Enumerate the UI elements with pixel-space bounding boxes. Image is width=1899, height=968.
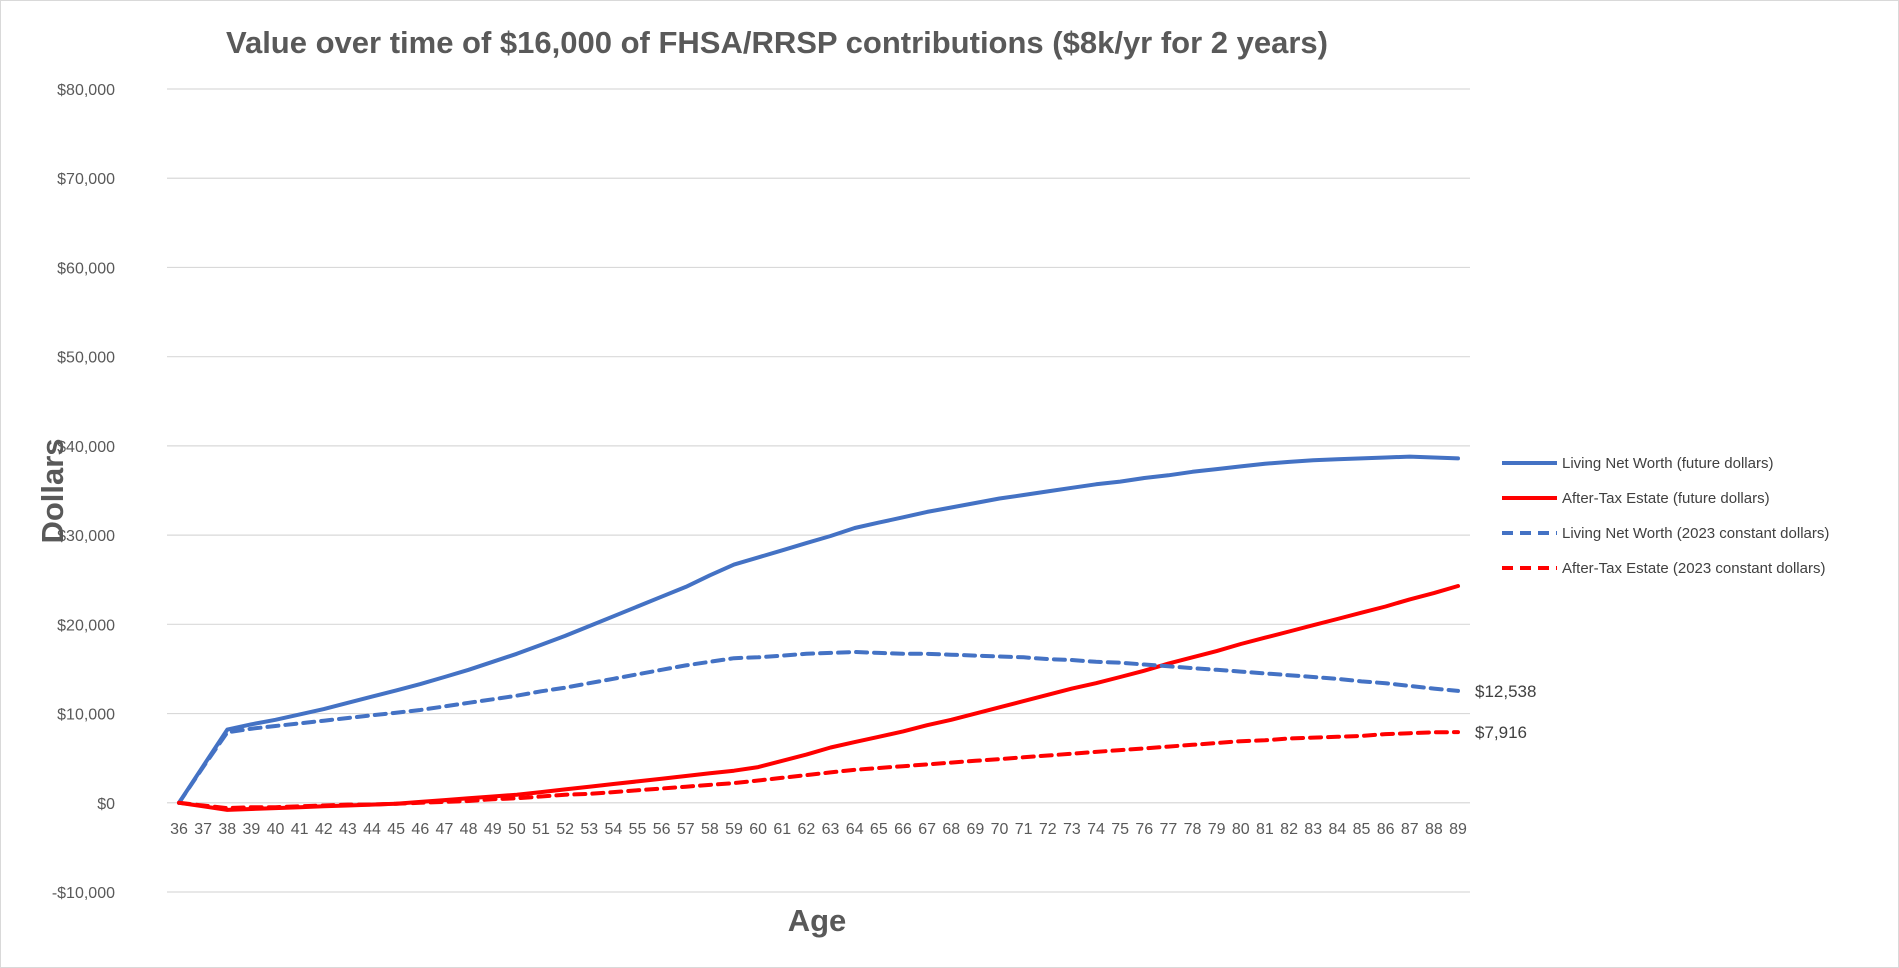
x-tick-label: 53 xyxy=(580,821,598,838)
x-tick-label: 88 xyxy=(1425,821,1443,838)
x-tick-label: 60 xyxy=(749,821,767,838)
x-tick-label: 50 xyxy=(508,821,526,838)
x-tick-label: 78 xyxy=(1184,821,1202,838)
data-label: $7,916 xyxy=(1475,723,1527,742)
x-tick-label: 65 xyxy=(870,821,888,838)
x-tick-label: 69 xyxy=(966,821,984,838)
end-labels: $12,538 $7,916 xyxy=(1475,682,1536,742)
data-label: $12,538 xyxy=(1475,682,1536,701)
x-tick-label: 67 xyxy=(918,821,936,838)
x-tick-label: 85 xyxy=(1353,821,1371,838)
x-tick-label: 48 xyxy=(460,821,478,838)
legend-label: After-Tax Estate (future dollars) xyxy=(1562,490,1770,507)
legend-label: Living Net Worth (future dollars) xyxy=(1562,455,1773,472)
legend: Living Net Worth (future dollars) After-T… xyxy=(1502,455,1829,577)
x-tick-label: 51 xyxy=(532,821,550,838)
x-tick-label: 61 xyxy=(773,821,791,838)
x-tick-label: 58 xyxy=(701,821,719,838)
x-tick-label: 39 xyxy=(242,821,260,838)
x-tick-label: 64 xyxy=(846,821,864,838)
x-tick-label: 72 xyxy=(1039,821,1057,838)
x-tick-label: 87 xyxy=(1401,821,1419,838)
x-tick-label: 68 xyxy=(942,821,960,838)
x-tick-label: 84 xyxy=(1328,821,1346,838)
x-tick-label: 44 xyxy=(363,821,381,838)
x-tick-label: 71 xyxy=(1015,821,1033,838)
y-tick-label: $0 xyxy=(97,796,115,813)
y-tick-label: $10,000 xyxy=(57,707,115,724)
y-tick-label: -$10,000 xyxy=(52,885,115,902)
x-tick-label: 89 xyxy=(1449,821,1467,838)
x-tick-label: 77 xyxy=(1160,821,1178,838)
x-tick-label: 49 xyxy=(484,821,502,838)
x-tick-label: 43 xyxy=(339,821,357,838)
x-tick-label: 52 xyxy=(556,821,574,838)
x-tick-label: 86 xyxy=(1377,821,1395,838)
x-tick-label: 82 xyxy=(1280,821,1298,838)
x-tick-label: 37 xyxy=(194,821,212,838)
x-tick-label: 55 xyxy=(629,821,647,838)
x-tick-label: 73 xyxy=(1063,821,1081,838)
series-line-2 xyxy=(177,584,1460,812)
gridlines xyxy=(167,88,1470,893)
x-tick-label: 70 xyxy=(991,821,1009,838)
x-tick-label: 76 xyxy=(1135,821,1153,838)
y-tick-label: $60,000 xyxy=(57,260,115,277)
x-tick-label: 47 xyxy=(436,821,454,838)
x-tick-label: 46 xyxy=(411,821,429,838)
y-axis-ticks: -$10,000 $0 $10,000 $20,000 $30,000 $40,000 $5… xyxy=(52,82,115,902)
y-tick-label: $20,000 xyxy=(57,617,115,634)
x-tick-label: 83 xyxy=(1304,821,1322,838)
x-tick-label: 62 xyxy=(798,821,816,838)
x-tick-label: 54 xyxy=(604,821,622,838)
y-tick-label: $80,000 xyxy=(57,82,115,99)
x-tick-label: 66 xyxy=(894,821,912,838)
y-axis-title: Dollars xyxy=(35,438,70,543)
series-line-4 xyxy=(177,730,1460,811)
x-tick-label: 36 xyxy=(170,821,188,838)
legend-label: After-Tax Estate (2023 constant dollars) xyxy=(1562,560,1825,577)
series-line-3 xyxy=(177,650,1460,805)
x-tick-label: 63 xyxy=(822,821,840,838)
series-group xyxy=(177,454,1460,812)
legend-label: Living Net Worth (2023 constant dollars) xyxy=(1562,525,1829,542)
x-axis-title: Age xyxy=(788,903,847,938)
x-tick-label: 40 xyxy=(267,821,285,838)
y-tick-label: $70,000 xyxy=(57,171,115,188)
x-tick-label: 74 xyxy=(1087,821,1105,838)
chart-title: Value over time of $16,000 of FHSA/RRSP … xyxy=(226,25,1328,60)
x-tick-label: 79 xyxy=(1208,821,1226,838)
x-tick-label: 41 xyxy=(291,821,309,838)
x-axis-ticks: 36 37 38 39 40 41 42 43 44 45 46 47 48 49 50 51 52 53 54 55… xyxy=(170,821,1467,838)
series-line-1 xyxy=(177,454,1460,805)
x-tick-label: 59 xyxy=(725,821,743,838)
x-tick-label: 38 xyxy=(218,821,236,838)
x-tick-label: 80 xyxy=(1232,821,1250,838)
x-tick-label: 56 xyxy=(653,821,671,838)
x-tick-label: 81 xyxy=(1256,821,1274,838)
x-tick-label: 75 xyxy=(1111,821,1129,838)
y-tick-label: $30,000 xyxy=(57,528,115,545)
y-tick-label: $50,000 xyxy=(57,350,115,367)
x-tick-label: 45 xyxy=(387,821,405,838)
x-tick-label: 42 xyxy=(315,821,333,838)
x-tick-label: 57 xyxy=(677,821,695,838)
y-tick-label: $40,000 xyxy=(57,439,115,456)
